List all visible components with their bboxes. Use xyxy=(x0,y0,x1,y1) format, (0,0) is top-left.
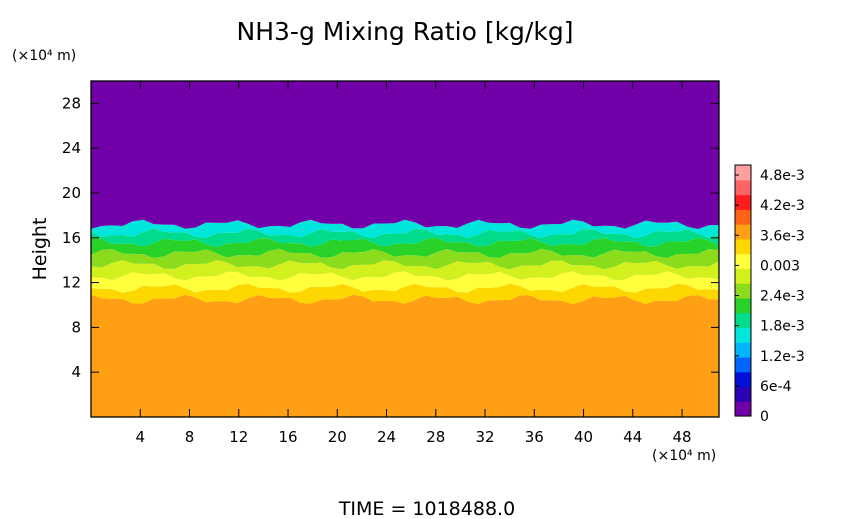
x-tick-label: 24 xyxy=(377,428,396,446)
x-tick-label: 4 xyxy=(135,428,145,446)
colorbar-frame xyxy=(734,164,752,417)
x-tick-label: 48 xyxy=(673,428,692,446)
heatmap-layer xyxy=(91,237,719,258)
colorbar-segment xyxy=(735,253,751,269)
colorbar-segment xyxy=(735,209,751,225)
colorbar-tick-label: 3.6e-3 xyxy=(760,228,805,244)
heatmap-layer xyxy=(91,228,719,247)
heatmap-layer xyxy=(91,219,719,238)
x-tick-label: 20 xyxy=(328,428,347,446)
y-tick-label: 4 xyxy=(71,363,81,381)
x-tick-label: 16 xyxy=(278,428,297,446)
colorbar-segment xyxy=(735,268,751,284)
heatmap-layer xyxy=(91,81,719,229)
chart-title: NH3-g Mixing Ratio [kg/kg] xyxy=(237,17,574,46)
y-tick-label: 24 xyxy=(62,139,81,157)
colorbar-segment xyxy=(735,224,751,240)
colorbar-segment xyxy=(735,342,751,358)
x-tick-label: 44 xyxy=(623,428,642,446)
x-axis: 4 8 12 16 20 24 28 32 36 40 44 48 xyxy=(135,81,692,446)
y-axis: 4 8 12 16 20 24 28 xyxy=(62,94,719,381)
colorbar-tick-label: 6e-4 xyxy=(760,379,792,395)
x-tick-label: 36 xyxy=(525,428,544,446)
heatmap-layer xyxy=(91,271,719,293)
colorbar-segment xyxy=(735,312,751,329)
colorbar-segment xyxy=(735,194,751,210)
colorbar-segment xyxy=(735,401,751,417)
heatmap-layer xyxy=(91,283,719,305)
colorbar: 0 6e-4 1.2e-3 1.8e-3 2.4e-3 0.003 3.6e-3 4.2e-3… xyxy=(734,164,805,425)
heatmap-field xyxy=(91,81,719,417)
colorbar-tick-label: 2.4e-3 xyxy=(760,289,805,305)
colorbar-segment xyxy=(735,371,751,388)
colorbar-tick-label: 4.2e-3 xyxy=(760,198,805,214)
y-tick-label: 20 xyxy=(62,184,81,202)
y-tick-label: 16 xyxy=(62,229,81,247)
x-tick-label: 40 xyxy=(574,428,593,446)
colorbar-segment xyxy=(735,356,751,373)
y-tick-label: 28 xyxy=(62,94,81,112)
colorbar-tick-label: 4.8e-3 xyxy=(760,168,805,184)
colorbar-tick-label: 0.003 xyxy=(760,258,800,274)
colorbar-tick-label: 1.2e-3 xyxy=(760,349,805,365)
time-label: TIME = 1018488.0 xyxy=(338,498,515,519)
colorbar-segment xyxy=(735,297,751,314)
x-tick-label: 32 xyxy=(475,428,494,446)
x-axis-unit-label: (×10⁴ m) xyxy=(652,448,716,464)
y-axis-unit-label: (×10⁴ m) xyxy=(12,48,76,64)
heatmap-layer xyxy=(91,248,719,270)
colorbar-segment xyxy=(735,179,751,196)
x-tick-label: 28 xyxy=(426,428,445,446)
x-tick-label: 8 xyxy=(185,428,195,446)
heatmap-layer xyxy=(91,260,719,281)
x-tick-label: 12 xyxy=(229,428,248,446)
colorbar-segment xyxy=(735,238,751,255)
colorbar-tick-label: 1.8e-3 xyxy=(760,319,805,335)
y-tick-label: 12 xyxy=(62,274,81,292)
y-tick-label: 8 xyxy=(71,318,81,336)
colorbar-tick-label: 0 xyxy=(760,409,769,425)
colorbar-segment xyxy=(735,386,751,402)
colorbar-segment xyxy=(735,283,751,299)
colorbar-segment xyxy=(735,165,751,181)
plot-frame xyxy=(90,80,720,418)
colorbar-segment xyxy=(735,327,751,343)
heatmap-layer xyxy=(91,294,719,417)
y-axis-label: Height xyxy=(29,218,51,281)
